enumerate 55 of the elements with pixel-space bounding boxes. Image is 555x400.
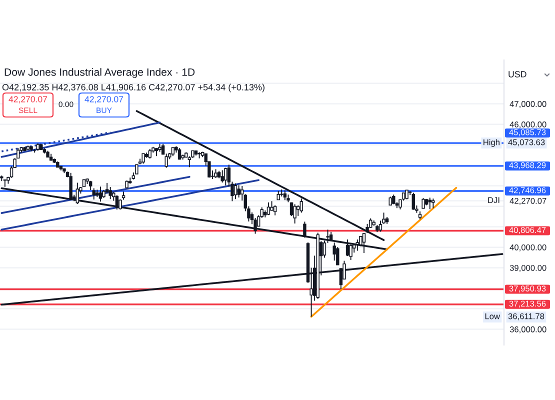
candlestick: [366, 223, 369, 234]
annotation: O42,192.35 H42,376.08 L41,906.16 C42,270.07 +54.34 (+0.13%): [2, 84, 264, 92]
line-series: [0, 179, 260, 231]
ref-line-label: 45,085.73: [509, 129, 546, 136]
ref-line-label: 40,806.47: [509, 227, 546, 234]
candlestick: [283, 190, 287, 201]
y-tick-label: 46,000.00: [510, 122, 546, 128]
annotation: High: [484, 139, 500, 147]
candlestick: [270, 200, 274, 211]
candlestick: [273, 204, 277, 216]
candlestick: [339, 268, 343, 290]
line-series: [0, 122, 161, 158]
candlestick: [300, 198, 304, 214]
candlestick: [336, 246, 340, 266]
candlestick: [428, 197, 432, 210]
candlestick: [303, 221, 306, 238]
text: 36,611.78: [508, 313, 544, 320]
annotation: 42,270.07: [8, 96, 48, 104]
candlestick: [88, 180, 92, 191]
candlestick: [142, 152, 145, 164]
candlestick: [148, 148, 152, 160]
candlestick: [220, 170, 224, 184]
candlestick: [422, 198, 425, 209]
annotation: 42,270.07: [84, 96, 124, 104]
line-series: [136, 110, 385, 241]
line-series: [0, 176, 190, 214]
candlestick: [108, 186, 112, 200]
text: Dow Jones Industrial Average Index · 1D: [4, 68, 195, 78]
candlestick: [412, 192, 416, 210]
candlestick: [16, 148, 20, 159]
annotation: DJI: [488, 197, 500, 204]
ref-line-label: 43,968.29: [509, 162, 546, 170]
candlestick: [378, 220, 382, 232]
annotation: Low: [485, 313, 500, 320]
text: USD: [508, 71, 526, 78]
candlestick: [432, 198, 435, 209]
y-tick-label: 36,000.00: [510, 326, 546, 334]
line-series: [310, 186, 458, 318]
candlestick: [224, 167, 228, 186]
y-tick-label: 47,000.00: [510, 101, 546, 108]
text: 45,073.63: [508, 139, 545, 146]
candlestick: [115, 194, 119, 210]
candlestick: [405, 189, 408, 200]
y-tick-label: 39,000.00: [510, 264, 546, 272]
candlestick: [293, 204, 296, 224]
candlestick: [234, 182, 238, 200]
ref-line-label: 37,950.93: [509, 286, 546, 292]
y-tick-label: 40,000.00: [510, 244, 546, 252]
candlestick: [237, 184, 240, 198]
candlestick: [266, 202, 270, 216]
ref-line-label: 37,213.56: [509, 300, 546, 308]
candlestick: [296, 204, 300, 216]
ref-line-label: 42,746.96: [509, 187, 546, 194]
candlestick: [92, 188, 96, 200]
y-tick-label: 42,270.07: [510, 198, 546, 205]
